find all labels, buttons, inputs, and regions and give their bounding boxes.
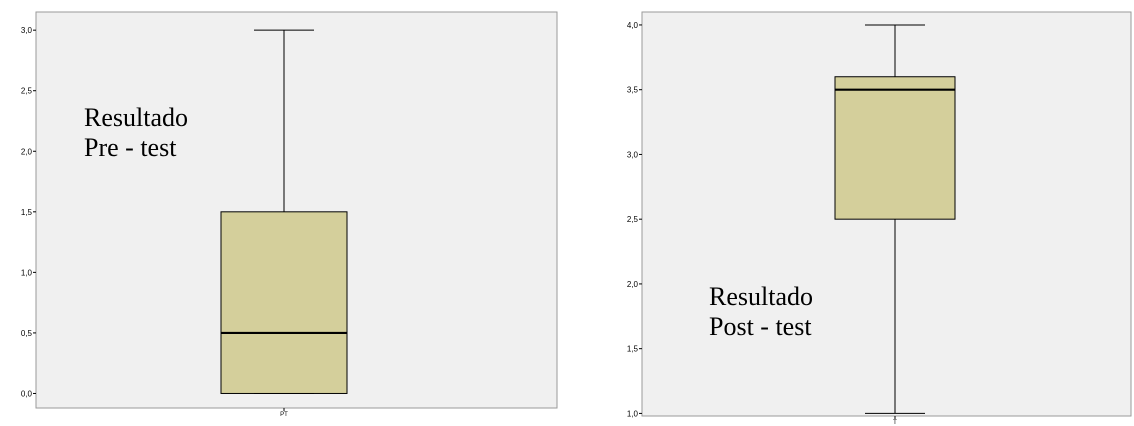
y-tick-label: 0,5: [21, 329, 33, 338]
annotation-text-line: Post - test: [709, 312, 812, 341]
y-tick-label: 2,5: [627, 215, 639, 224]
y-tick-label: 1,5: [21, 208, 33, 217]
y-tick-label: 1,0: [21, 268, 33, 277]
annotation-text-line: Resultado: [709, 282, 813, 311]
box-plot-post-test: 1,0 1,5 2,0 2,5 3,0 3,5 4,0 T Resultado Post - te…: [580, 0, 1134, 426]
y-tick-label: 2,5: [21, 87, 33, 96]
y-tick-label: 3,0: [627, 150, 639, 159]
x-tick-label: T: [893, 420, 897, 426]
annotation-text-line: Resultado: [84, 103, 188, 132]
y-tick-label: 0,0: [21, 389, 33, 398]
x-tick-label: PT: [280, 412, 288, 418]
y-tick-label: 4,0: [627, 21, 639, 30]
interquartile-box: [834, 76, 956, 220]
y-tick-label: 3,0: [21, 26, 33, 35]
y-tick-label: 1,5: [627, 345, 639, 354]
interquartile-box: [220, 211, 348, 394]
y-tick-label: 1,0: [627, 409, 639, 418]
y-tick-label: 2,0: [627, 280, 639, 289]
y-tick-label: 3,5: [627, 86, 639, 95]
box-plot-pre-test: 0,0 0,5 1,0 1,5 2,0 2,5 3,0 PT Resultado Pre - te…: [0, 0, 560, 426]
annotation-text-line: Pre - test: [84, 133, 177, 162]
y-tick-label: 2,0: [21, 147, 33, 156]
